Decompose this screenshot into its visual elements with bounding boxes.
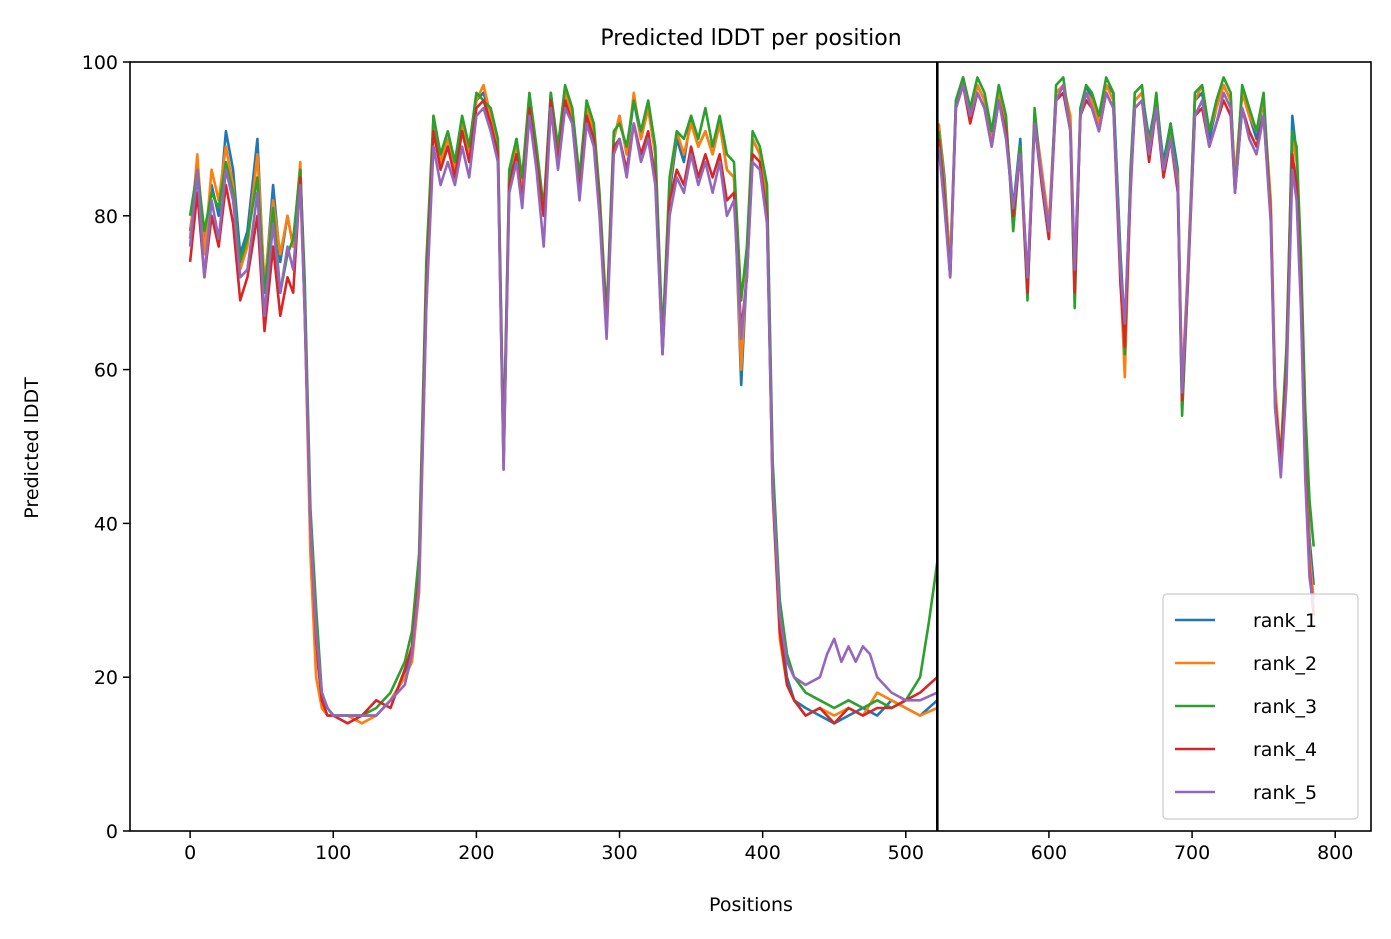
legend-label-rank_1: rank_1: [1253, 610, 1317, 632]
x-tick-label: 500: [888, 842, 924, 864]
y-tick-label: 60: [94, 360, 118, 382]
x-tick-label: 0: [184, 842, 196, 864]
legend-label-rank_4: rank_4: [1253, 739, 1317, 761]
x-tick-label: 600: [1031, 842, 1067, 864]
x-tick-label: 100: [315, 842, 351, 864]
x-tick-label: 200: [458, 842, 494, 864]
y-tick-label: 20: [94, 667, 118, 689]
x-tick-label: 400: [745, 842, 781, 864]
legend-label-rank_3: rank_3: [1253, 696, 1317, 718]
x-axis-label: Positions: [709, 894, 793, 916]
series-line-rank_3-chain-a: [188, 83, 939, 717]
legend-label-rank_2: rank_2: [1253, 653, 1317, 675]
series-line-rank_5-chain-a: [188, 106, 938, 717]
y-axis-ticks: 0 20 40 60 80 100: [82, 52, 130, 843]
y-tick-label: 80: [94, 206, 118, 228]
series-line-rank_2-chain-a: [188, 83, 938, 725]
legend: rank_1 rank_2 rank_3 rank_4 rank_5: [1162, 593, 1359, 820]
chart-title: Predicted lDDT per position: [600, 26, 901, 51]
x-tick-label: 700: [1174, 842, 1210, 864]
y-tick-label: 100: [82, 52, 118, 74]
plot-frame: [129, 61, 1372, 832]
y-tick-label: 0: [106, 821, 118, 843]
x-tick-label: 300: [601, 842, 637, 864]
y-axis-label: Predicted lDDT: [21, 377, 43, 519]
series-line-rank_5-chain-b: [937, 83, 1315, 609]
series-layer: [188, 76, 1315, 725]
legend-box: [1162, 593, 1359, 820]
x-tick-label: 800: [1317, 842, 1353, 864]
y-tick-label: 40: [94, 513, 118, 535]
legend-label-rank_5: rank_5: [1253, 782, 1317, 804]
x-axis-ticks: 0 100 200 300 400 500 600 700 800: [184, 831, 1353, 864]
